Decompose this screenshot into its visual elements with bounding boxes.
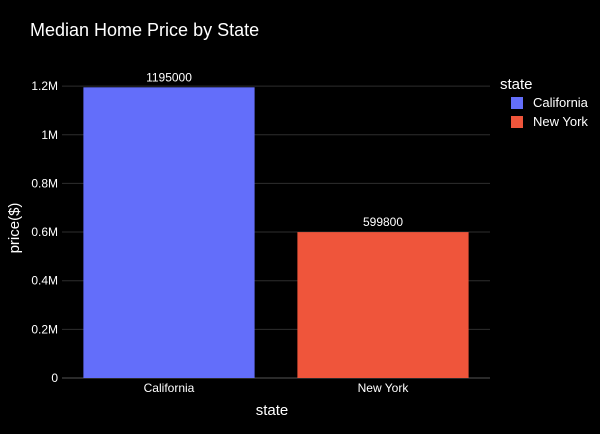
y-axis-title: price($)	[6, 203, 23, 254]
bar-california[interactable]	[83, 87, 255, 378]
bars	[83, 87, 469, 378]
bar-new-york[interactable]	[297, 232, 469, 378]
legend-item-california[interactable]: California	[511, 95, 589, 110]
y-tick-label: 0.4M	[31, 274, 58, 288]
y-tick-label: 0.6M	[31, 225, 58, 239]
y-tick-label: 0.2M	[31, 322, 58, 336]
legend[interactable]: state California New York	[500, 76, 589, 129]
y-tick-label: 1.2M	[31, 79, 58, 93]
legend-item-new-york[interactable]: New York	[511, 114, 588, 129]
data-label: 599800	[363, 215, 403, 229]
y-axis-ticks: 0 0.2M 0.4M 0.6M 0.8M 1M 1.2M	[31, 79, 58, 385]
legend-swatch	[511, 97, 523, 109]
legend-items[interactable]: California New York	[511, 95, 589, 129]
x-axis-title: state	[256, 402, 289, 419]
data-labels: 1195000 599800	[146, 70, 403, 229]
legend-label: California	[533, 95, 589, 110]
y-tick-label: 0	[51, 371, 58, 385]
data-label: 1195000	[146, 70, 192, 84]
y-tick-label: 1M	[41, 128, 58, 142]
legend-title: state	[500, 76, 533, 93]
x-tick-label: New York	[358, 381, 410, 395]
legend-swatch	[511, 116, 523, 128]
x-tick-label: California	[144, 381, 195, 395]
y-tick-label: 0.8M	[31, 176, 58, 190]
legend-label: New York	[533, 114, 588, 129]
chart-title: Median Home Price by State	[30, 20, 259, 40]
x-axis-ticks: California New York	[144, 381, 410, 395]
